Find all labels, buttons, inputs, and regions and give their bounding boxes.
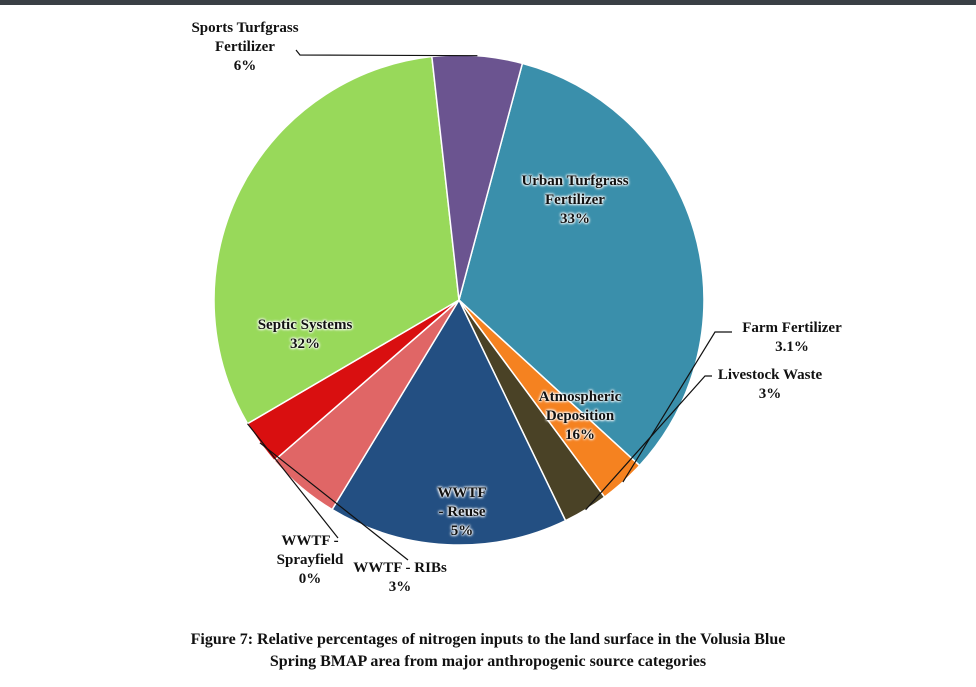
leader-sports-turfgrass <box>295 49 478 57</box>
label-septic-systems: Septic Systems 32% <box>257 317 353 352</box>
label-sports-turfgrass: Sports Turfgrass Fertilizer 6% <box>191 20 299 74</box>
figure-caption: Figure 7: Relative percentages of nitrog… <box>0 629 976 673</box>
caption-line-2: Spring BMAP area from major anthropogeni… <box>269 653 707 670</box>
slice-sports-turfgrass-fertilizer <box>431 54 524 301</box>
label-wwtf-sprayfield: WWTF - Sprayfield 0% <box>276 533 344 587</box>
slice-atmospheric-deposition <box>331 298 567 546</box>
leader-wwtf-ribs <box>259 442 409 561</box>
label-wwtf-ribs: WWTF - RIBs 3% <box>353 560 447 595</box>
slice-urban-turfgrass-fertilizer <box>458 62 705 467</box>
leader-lines <box>247 49 732 561</box>
label-atmospheric-deposition: Atmospheric Deposition 16% <box>538 389 622 443</box>
label-farm-fertilizer: Farm Fertilizer 3.1% <box>742 320 842 355</box>
caption-line-1: Figure 7: Relative percentages of nitrog… <box>190 631 786 648</box>
label-livestock-waste: Livestock Waste 3% <box>717 367 823 402</box>
label-urban-turfgrass: Urban Turfgrass Fertilizer 33% <box>521 173 629 227</box>
top-border <box>0 0 976 5</box>
label-wwtf-reuse: WWTF - Reuse 5% <box>437 485 487 539</box>
leader-livestock-waste <box>585 375 712 511</box>
slice-septic-systems <box>213 55 460 425</box>
pie-slices <box>213 54 705 546</box>
leader-wwtf-sprayfield <box>247 423 339 539</box>
leader-farm-fertilizer <box>622 331 732 483</box>
